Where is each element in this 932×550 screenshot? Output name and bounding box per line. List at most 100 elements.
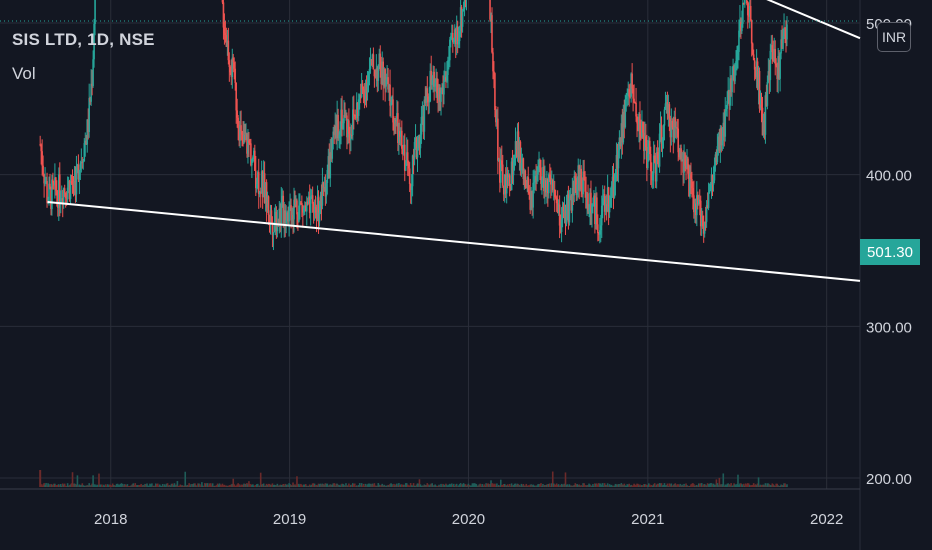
volume-bar bbox=[667, 485, 670, 487]
volume-bar bbox=[415, 484, 418, 487]
volume-bar bbox=[722, 473, 725, 487]
volume-bar bbox=[384, 485, 386, 487]
volume-bar bbox=[495, 485, 497, 487]
volume-bar bbox=[665, 484, 668, 487]
volume-bar bbox=[137, 485, 139, 487]
volume-bar bbox=[100, 484, 102, 487]
candle-body bbox=[236, 110, 238, 118]
volume-bar bbox=[579, 485, 581, 487]
candle-body bbox=[496, 118, 498, 123]
candle-body bbox=[269, 210, 272, 221]
volume-bar bbox=[372, 484, 375, 487]
candle-body bbox=[742, 2, 744, 24]
volume-bar bbox=[599, 483, 602, 487]
candle-body bbox=[567, 194, 570, 223]
candle-body bbox=[783, 27, 785, 37]
volume-bar bbox=[416, 483, 419, 487]
candle-body bbox=[619, 137, 622, 147]
candle-body bbox=[550, 179, 553, 185]
candle-body bbox=[758, 71, 761, 109]
candle-body bbox=[56, 190, 58, 196]
candle-body bbox=[678, 152, 680, 158]
volume-bar bbox=[54, 483, 56, 487]
volume-bar bbox=[155, 483, 157, 487]
candle-body bbox=[344, 115, 346, 117]
volume-bar bbox=[468, 484, 471, 487]
volume-bar bbox=[414, 485, 417, 487]
price-axis[interactable]: 200.00300.00400.00500.00600.00700.00800.… bbox=[866, 0, 912, 488]
volume-bar bbox=[397, 485, 399, 487]
volume-bar bbox=[641, 485, 643, 487]
candle-body bbox=[428, 101, 431, 103]
candle-body bbox=[453, 29, 456, 39]
trendlines[interactable] bbox=[47, 0, 861, 282]
volume-bar bbox=[45, 483, 47, 487]
volume-bar bbox=[405, 483, 408, 487]
volume-bar bbox=[719, 484, 722, 487]
volume-bar bbox=[556, 485, 559, 487]
volume-bar bbox=[172, 485, 175, 487]
candle-body bbox=[85, 140, 88, 145]
candle-body bbox=[588, 210, 590, 212]
trendline-lower[interactable] bbox=[47, 200, 861, 282]
candle-body bbox=[297, 214, 299, 222]
volume-bar bbox=[684, 485, 686, 487]
candle-body bbox=[683, 152, 685, 173]
candle-body bbox=[502, 185, 505, 195]
candle-body bbox=[752, 54, 755, 61]
candle-body bbox=[237, 117, 239, 129]
volume-bar bbox=[694, 485, 696, 487]
candle-body bbox=[333, 131, 335, 135]
volume-bar bbox=[618, 484, 621, 487]
candle-body bbox=[323, 186, 326, 188]
time-axis[interactable]: 2018 2019 2020 2021 2022 bbox=[94, 511, 843, 528]
candle-body bbox=[696, 195, 698, 216]
volume-bar bbox=[696, 484, 698, 487]
volume-bar bbox=[183, 485, 186, 487]
candle-body bbox=[242, 134, 244, 143]
volume-indicator-label[interactable]: Vol bbox=[12, 64, 36, 83]
volume-bar bbox=[559, 485, 562, 487]
y-tick-label: 400.00 bbox=[866, 168, 912, 185]
volume-bar bbox=[80, 484, 83, 487]
candle-body bbox=[318, 212, 321, 222]
candle-body bbox=[601, 198, 604, 206]
candle-body bbox=[767, 71, 770, 83]
volume-bar bbox=[739, 483, 741, 487]
volume-bar bbox=[329, 484, 332, 487]
candle-body bbox=[672, 127, 675, 142]
volume-bar bbox=[290, 484, 292, 487]
candle-body bbox=[590, 192, 592, 214]
volume-bar bbox=[423, 484, 426, 487]
volume-bar bbox=[732, 485, 734, 487]
volume-bar bbox=[89, 485, 91, 487]
volume-bar bbox=[413, 485, 416, 487]
candle-body bbox=[40, 144, 42, 152]
volume-bar bbox=[661, 485, 664, 487]
volume-bar bbox=[275, 485, 278, 487]
volume-bar bbox=[283, 485, 286, 487]
candle-body bbox=[625, 95, 628, 100]
volume-bar bbox=[536, 485, 538, 487]
candle-body bbox=[517, 131, 520, 158]
volume-bar bbox=[707, 484, 710, 487]
candle-body bbox=[578, 165, 581, 191]
volume-bar bbox=[335, 483, 337, 487]
candle-body bbox=[348, 120, 350, 134]
candle-body bbox=[278, 208, 281, 225]
volume-bar bbox=[502, 484, 505, 487]
volume-bar bbox=[292, 482, 294, 487]
volume-bar bbox=[717, 485, 720, 487]
candle-body bbox=[378, 53, 381, 65]
volume-bar bbox=[595, 483, 597, 487]
volume-bar bbox=[307, 485, 310, 487]
volume-bar bbox=[308, 484, 311, 487]
volume-bar bbox=[164, 485, 167, 487]
candle-body bbox=[322, 182, 325, 188]
currency-button[interactable]: INR bbox=[877, 22, 911, 52]
volume-bar bbox=[437, 485, 439, 487]
candle-body bbox=[421, 116, 424, 118]
candles bbox=[39, 0, 788, 251]
volume-bar bbox=[212, 485, 215, 487]
